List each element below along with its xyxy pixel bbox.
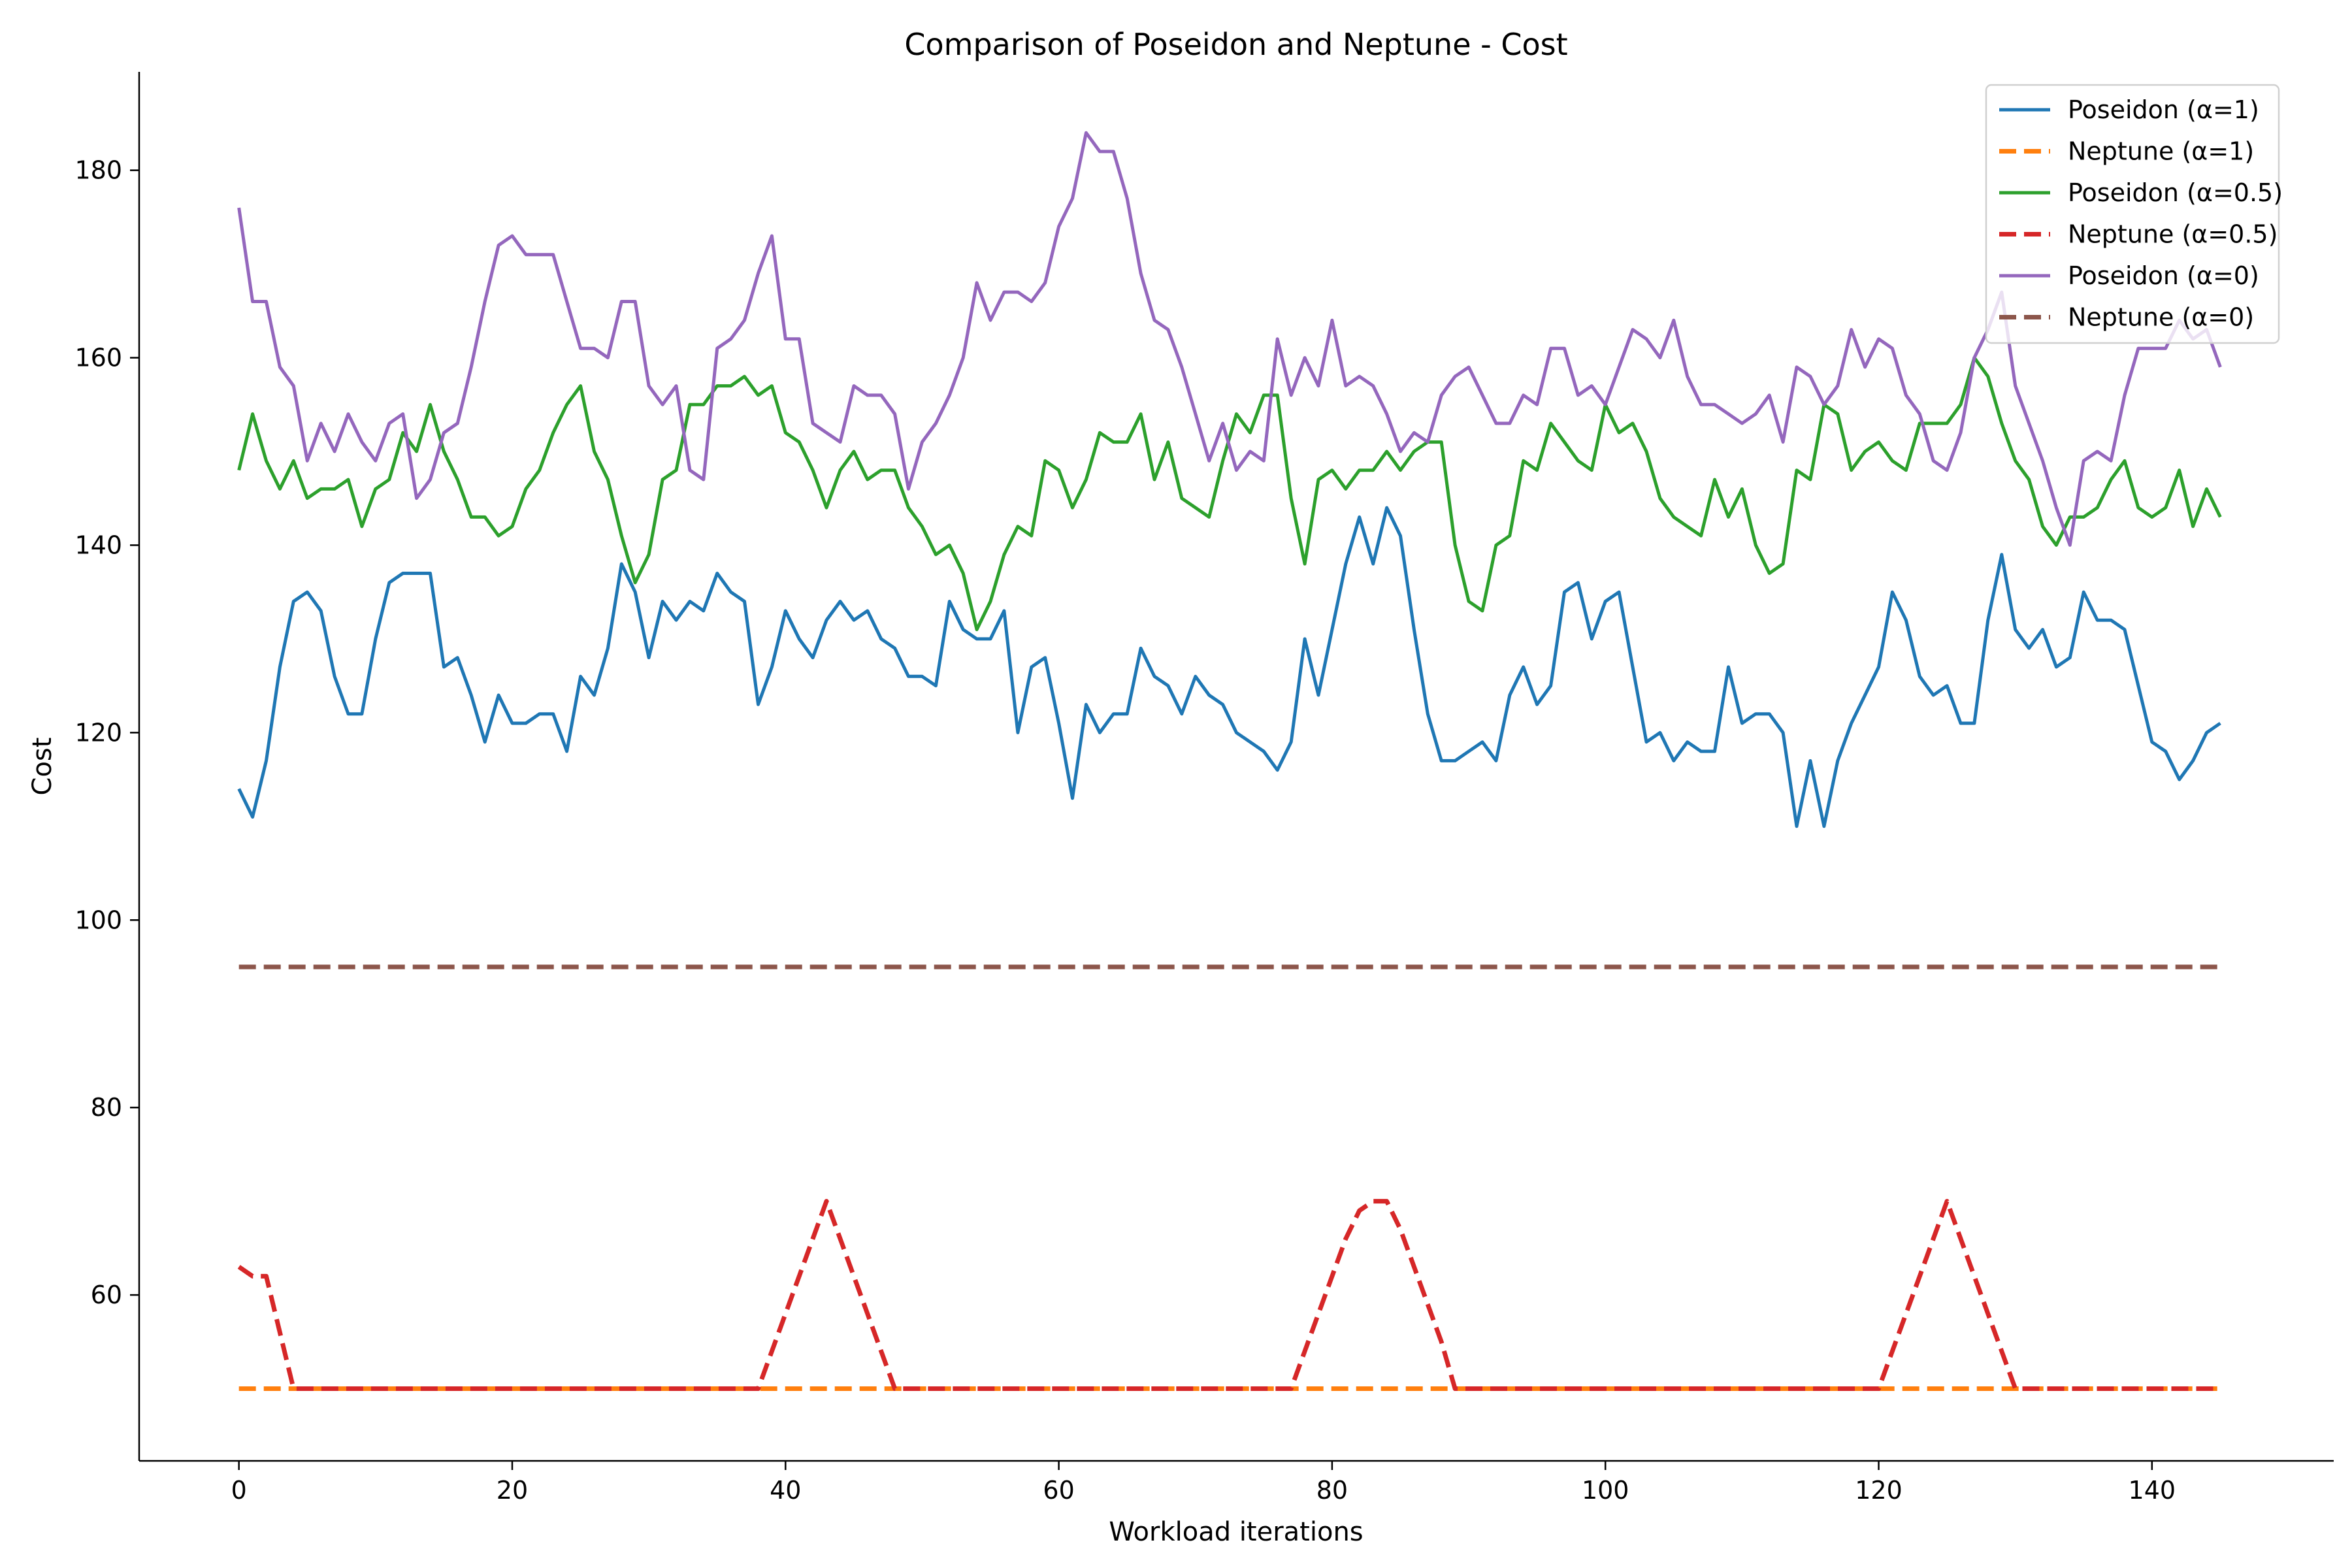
legend-entry: Neptune (α=1) (2068, 137, 2254, 166)
plot-lines (237, 131, 2222, 1391)
legend-entry: Neptune (α=0) (2068, 303, 2254, 332)
legend-entry: Poseidon (α=1) (2068, 95, 2259, 124)
series-line-4 (237, 131, 2222, 547)
y-axis-label: Cost (27, 738, 57, 796)
y-tick-label: 60 (91, 1281, 122, 1309)
y-tick-label: 180 (74, 156, 122, 185)
series-line-2 (237, 356, 2222, 632)
x-tick-label: 80 (1316, 1476, 1348, 1505)
y-tick-label: 140 (74, 531, 122, 559)
x-tick-label: 60 (1043, 1476, 1074, 1505)
axes (138, 72, 2334, 1462)
y-tick-label: 160 (74, 344, 122, 372)
legend-entry: Poseidon (α=0.5) (2068, 178, 2283, 207)
x-tick-label: 100 (1582, 1476, 1629, 1505)
y-tick-label: 80 (91, 1093, 122, 1122)
x-axis-label: Workload iterations (1109, 1517, 1363, 1547)
x-tick-label: 20 (497, 1476, 528, 1505)
legend-box (1985, 84, 2280, 344)
legend-entry: Poseidon (α=0) (2068, 261, 2259, 290)
x-tick-label: 120 (1855, 1476, 1903, 1505)
series-line-0 (237, 506, 2221, 828)
chart-title: Comparison of Poseidon and Neptune - Cos… (904, 27, 1567, 62)
series-line-3 (237, 1199, 2221, 1391)
x-tick-label: 0 (231, 1476, 247, 1505)
x-tick-label: 140 (2129, 1476, 2176, 1505)
x-tick-label: 40 (770, 1476, 801, 1505)
y-tick-label: 100 (74, 906, 122, 934)
legend: Poseidon (α=1) Neptune (α=1) Poseidon (α=0… (1985, 84, 2283, 344)
legend-entry: Neptune (α=0.5) (2068, 220, 2278, 249)
y-tick-label: 120 (74, 718, 122, 747)
ticks: 0 20 40 60 80 100 120 140 60 80 100 120 140 160 180 (74, 156, 2176, 1505)
